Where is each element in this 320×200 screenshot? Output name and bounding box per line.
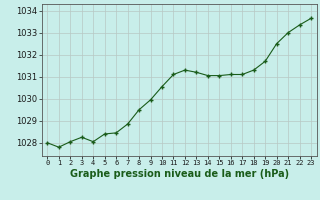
X-axis label: Graphe pression niveau de la mer (hPa): Graphe pression niveau de la mer (hPa) <box>70 169 289 179</box>
